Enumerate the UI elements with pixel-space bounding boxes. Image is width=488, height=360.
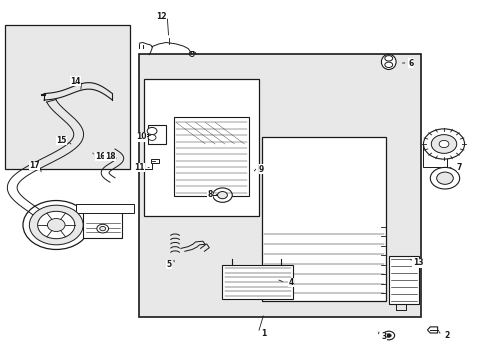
Text: 5: 5	[166, 260, 171, 269]
Bar	[144, 79, 259, 216]
Bar	[422, 146, 447, 167]
Circle shape	[438, 140, 448, 148]
Circle shape	[147, 127, 157, 135]
Circle shape	[430, 135, 456, 153]
Text: 13: 13	[412, 258, 423, 267]
Text: 12: 12	[156, 12, 166, 21]
Bar	[261, 137, 386, 301]
Bar	[222, 265, 293, 299]
Bar	[173, 117, 249, 196]
Text: 2: 2	[444, 331, 449, 340]
Circle shape	[29, 205, 83, 245]
Circle shape	[429, 167, 459, 189]
Circle shape	[423, 129, 464, 159]
Bar	[388, 256, 418, 304]
Ellipse shape	[381, 54, 395, 69]
Circle shape	[386, 334, 390, 337]
Text: 4: 4	[288, 278, 293, 287]
Circle shape	[100, 226, 105, 231]
Text: 15: 15	[56, 136, 66, 145]
Circle shape	[212, 188, 232, 202]
Bar	[139, 54, 420, 317]
Circle shape	[97, 224, 108, 233]
Text: 11: 11	[134, 163, 144, 172]
Bar	[150, 159, 159, 163]
Text: 8: 8	[207, 190, 212, 199]
Text: 9: 9	[259, 165, 264, 174]
Circle shape	[23, 201, 89, 249]
Bar	[76, 204, 134, 213]
Text: 17: 17	[29, 161, 40, 170]
Text: 14: 14	[70, 77, 81, 85]
Circle shape	[38, 211, 75, 239]
Text: 16: 16	[95, 152, 105, 161]
Text: 7: 7	[456, 163, 461, 172]
Text: 1: 1	[261, 328, 266, 338]
Circle shape	[148, 135, 156, 140]
Circle shape	[47, 219, 65, 231]
Bar	[147, 125, 166, 144]
Ellipse shape	[384, 55, 392, 61]
Bar	[5, 25, 129, 169]
Circle shape	[217, 192, 227, 199]
Text: 10: 10	[136, 132, 147, 141]
Text: 18: 18	[104, 152, 115, 161]
Text: 3: 3	[381, 332, 386, 341]
Text: 6: 6	[407, 58, 412, 68]
Circle shape	[436, 172, 452, 184]
Bar	[83, 211, 122, 238]
Ellipse shape	[384, 62, 392, 68]
Circle shape	[382, 331, 394, 340]
